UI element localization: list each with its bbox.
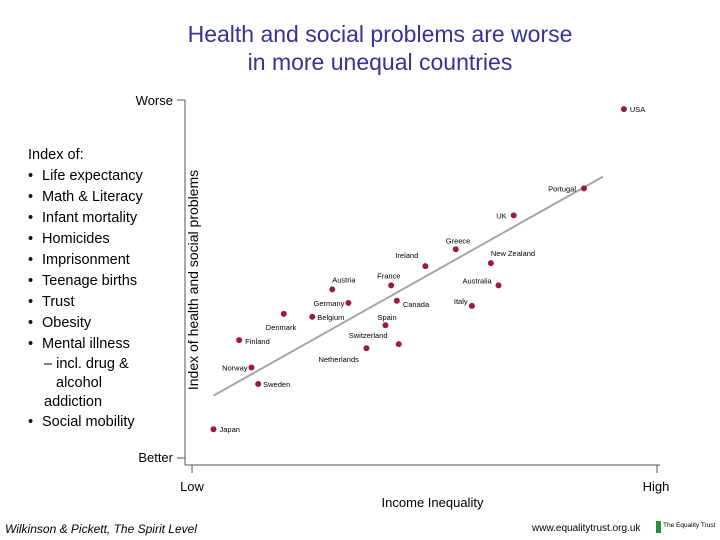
index-sub-line: – incl. drug & — [44, 356, 129, 372]
point-label-usa: USA — [630, 105, 645, 114]
index-sub-line: addiction — [44, 394, 103, 410]
equality-trust-logo: The Equality Trust — [656, 518, 720, 538]
index-item: Life expectancy — [28, 166, 168, 187]
point-new-zealand — [487, 260, 494, 267]
point-greece — [452, 246, 459, 253]
chart-title: Health and social problems are worse in … — [0, 20, 720, 76]
point-australia — [495, 282, 502, 289]
point-finland — [236, 337, 243, 344]
point-label-spain: Spain — [377, 313, 396, 322]
index-item: Teenage births — [28, 271, 168, 292]
point-label-new-zealand: New Zealand — [491, 249, 535, 258]
citation: Wilkinson & Pickett, The Spirit Level — [5, 522, 197, 536]
index-items: Life expectancy Math & Literacy Infant m… — [28, 166, 168, 433]
x-axis-label: Income Inequality — [382, 495, 484, 510]
point-label-netherlands: Netherlands — [318, 355, 359, 364]
point-germany — [345, 299, 352, 306]
title-line-1: Health and social problems are worse — [187, 21, 573, 47]
title-line-2: in more unequal countries — [247, 49, 513, 75]
logo-mark-icon — [656, 521, 661, 533]
point-belgium — [309, 313, 316, 320]
y-tick-label-better: Better — [138, 450, 173, 465]
point-portugal — [581, 185, 587, 192]
index-item: Imprisonment — [28, 250, 168, 271]
point-label-japan: Japan — [220, 425, 240, 434]
website-link[interactable]: www.equalitytrust.org.uk — [532, 523, 641, 534]
point-label-greece: Greece — [446, 236, 471, 245]
point-sweden — [255, 380, 262, 387]
point-label-finland: Finland — [245, 337, 270, 346]
point-label-australia: Australia — [463, 276, 493, 285]
point-japan — [210, 426, 217, 433]
point-label-sweden: Sweden — [263, 380, 290, 389]
point-usa — [620, 106, 627, 113]
index-sub-note: – incl. drug & alcohol addiction — [42, 355, 168, 412]
point-label-france: France — [377, 271, 400, 280]
index-heading: Index of: — [28, 147, 84, 163]
point-canada — [393, 297, 400, 304]
index-item: Infant mortality — [28, 208, 168, 229]
point-label-italy: Italy — [454, 297, 468, 306]
point-austria — [329, 286, 336, 293]
point-denmark — [280, 310, 287, 317]
point-label-denmark: Denmark — [266, 323, 297, 332]
y-tick-label-worse: Worse — [136, 93, 173, 108]
index-item: Social mobility — [28, 412, 168, 433]
point-label-germany: Germany — [314, 299, 345, 308]
point-france — [388, 282, 395, 289]
point-ireland — [422, 263, 429, 270]
point-label-norway: Norway — [222, 364, 248, 373]
point-norway — [248, 364, 255, 371]
point-label-uk: UK — [496, 211, 506, 220]
index-list: Index of: Life expectancy Math & Literac… — [28, 145, 168, 433]
point-netherlands — [363, 345, 370, 352]
index-sub-line: alcohol — [56, 375, 102, 391]
index-item: Math & Literacy — [28, 187, 168, 208]
logo-text: The Equality Trust — [663, 522, 716, 529]
point-label-canada: Canada — [403, 300, 430, 309]
index-item: Trust — [28, 292, 168, 313]
point-label-austria: Austria — [332, 275, 356, 284]
index-item-mental-illness: Mental illness – incl. drug & alcohol ad… — [28, 334, 168, 412]
point-label-switzerland: Switzerland — [349, 331, 388, 340]
point-label-portugal: Portugal — [548, 184, 576, 193]
trend-line — [213, 175, 604, 397]
x-tick-label-high: High — [643, 479, 670, 494]
point-italy — [468, 302, 475, 309]
x-tick-label-low: Low — [180, 479, 204, 494]
point-uk — [510, 212, 517, 219]
index-item: Homicides — [28, 229, 168, 250]
point-switzerland — [395, 341, 402, 348]
point-label-belgium: Belgium — [317, 313, 344, 322]
point-label-ireland: Ireland — [395, 251, 418, 260]
index-item-label: Mental illness — [42, 336, 130, 352]
point-spain — [382, 322, 389, 329]
index-item: Obesity — [28, 313, 168, 334]
